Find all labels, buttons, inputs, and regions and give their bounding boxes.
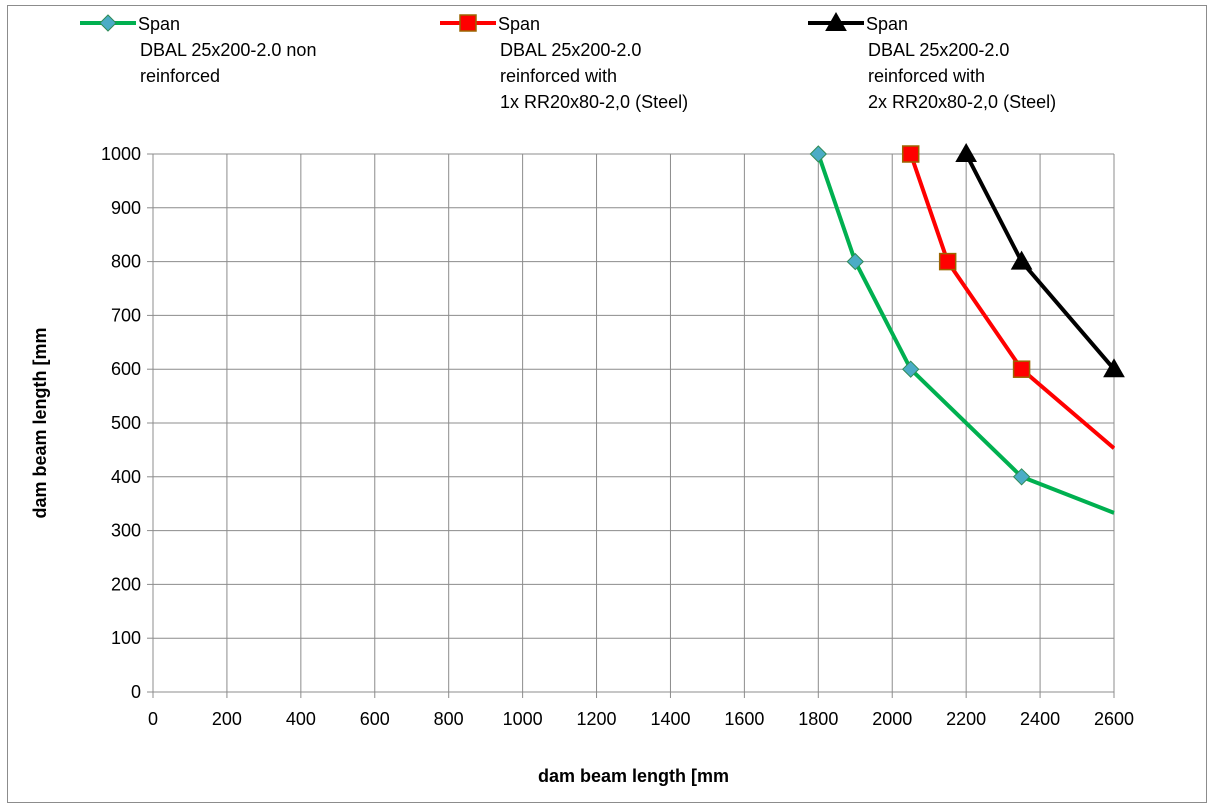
series-1 <box>809 145 1115 515</box>
legend-label-line: reinforced <box>140 66 220 86</box>
x-tick-label: 0 <box>148 709 158 729</box>
legend-label-line: reinforced with <box>868 66 985 86</box>
series-1-point <box>1012 468 1031 486</box>
legend-label-line: DBAL 25x200-2.0 <box>500 40 641 60</box>
y-tick-label: 0 <box>131 682 141 702</box>
y-tick-label: 700 <box>111 305 141 325</box>
x-tick-label: 400 <box>286 709 316 729</box>
y-tick-label: 300 <box>111 521 141 541</box>
axes: 0 100 200 300 400 500 600 700 800 900 1000 0 200 400 6… <box>101 144 1134 729</box>
legend-entry-1: Span DBAL 25x200-2.0 non reinforced <box>80 14 316 86</box>
x-tick-label: 800 <box>434 709 464 729</box>
series-1-point <box>902 360 920 378</box>
legend-entry-3: Span DBAL 25x200-2.0 reinforced with 2x RR2… <box>808 11 1056 112</box>
x-tick-label: 2200 <box>946 709 986 729</box>
series-2-point <box>1012 360 1031 378</box>
y-tick-label: 100 <box>111 628 141 648</box>
series-3-point <box>1103 358 1125 378</box>
x-tick-label: 1600 <box>724 709 764 729</box>
x-axis-title: dam beam length [mm <box>538 766 729 786</box>
y-axis-title: dam beam length [mm <box>30 327 50 518</box>
x-tick-label: 2400 <box>1020 709 1060 729</box>
legend-label-line: DBAL 25x200-2.0 <box>868 40 1009 60</box>
y-tick-label: 800 <box>111 252 141 272</box>
y-tick-label: 900 <box>111 198 141 218</box>
legend-label-line: 2x RR20x80-2,0 (Steel) <box>868 92 1056 112</box>
x-tick-label: 600 <box>360 709 390 729</box>
legend-label-line: reinforced with <box>500 66 617 86</box>
x-tick-label: 200 <box>212 709 242 729</box>
legend-swatch-marker <box>459 14 477 32</box>
series-group <box>809 142 1125 515</box>
legend-label-line: DBAL 25x200-2.0 non <box>140 40 316 60</box>
series-1-point <box>846 252 864 271</box>
legend-label-line: 1x RR20x80-2,0 (Steel) <box>500 92 688 112</box>
series-2 <box>901 145 1115 450</box>
x-tick-label: 1000 <box>503 709 543 729</box>
legend-swatch-marker <box>825 11 847 31</box>
series-3-point <box>1010 250 1033 270</box>
series-3-point <box>955 142 978 162</box>
legend-label-line: Span <box>866 14 908 34</box>
y-tick-label: 400 <box>111 467 141 487</box>
line-chart: 0 100 200 300 400 500 600 700 800 900 1000 0 200 400 6… <box>30 11 1134 786</box>
legend-swatch-marker <box>99 14 117 32</box>
series-3 <box>955 142 1125 378</box>
series-2-point <box>938 252 957 271</box>
chart-frame: 0 100 200 300 400 500 600 700 800 900 1000 0 200 400 6… <box>7 5 1207 803</box>
series-2-point <box>901 145 920 163</box>
y-tick-label: 200 <box>111 574 141 594</box>
y-tick-label: 600 <box>111 359 141 379</box>
legend-label-line: Span <box>498 14 540 34</box>
y-tick-label: 1000 <box>101 144 141 164</box>
grid <box>153 153 1115 692</box>
series-2-line <box>908 153 1115 450</box>
x-tick-label: 1400 <box>650 709 690 729</box>
y-tick-label: 500 <box>111 413 141 433</box>
legend-entry-2: Span DBAL 25x200-2.0 reinforced with 1x RR2… <box>440 14 688 112</box>
x-tick-label: 2000 <box>872 709 912 729</box>
x-tick-label: 1200 <box>577 709 617 729</box>
legend-label-line: Span <box>138 14 180 34</box>
x-tick-label: 2600 <box>1094 709 1134 729</box>
series-1-point <box>809 145 828 163</box>
x-tick-label: 1800 <box>798 709 838 729</box>
legend: Span DBAL 25x200-2.0 non reinforced Span DBA… <box>80 11 1056 112</box>
